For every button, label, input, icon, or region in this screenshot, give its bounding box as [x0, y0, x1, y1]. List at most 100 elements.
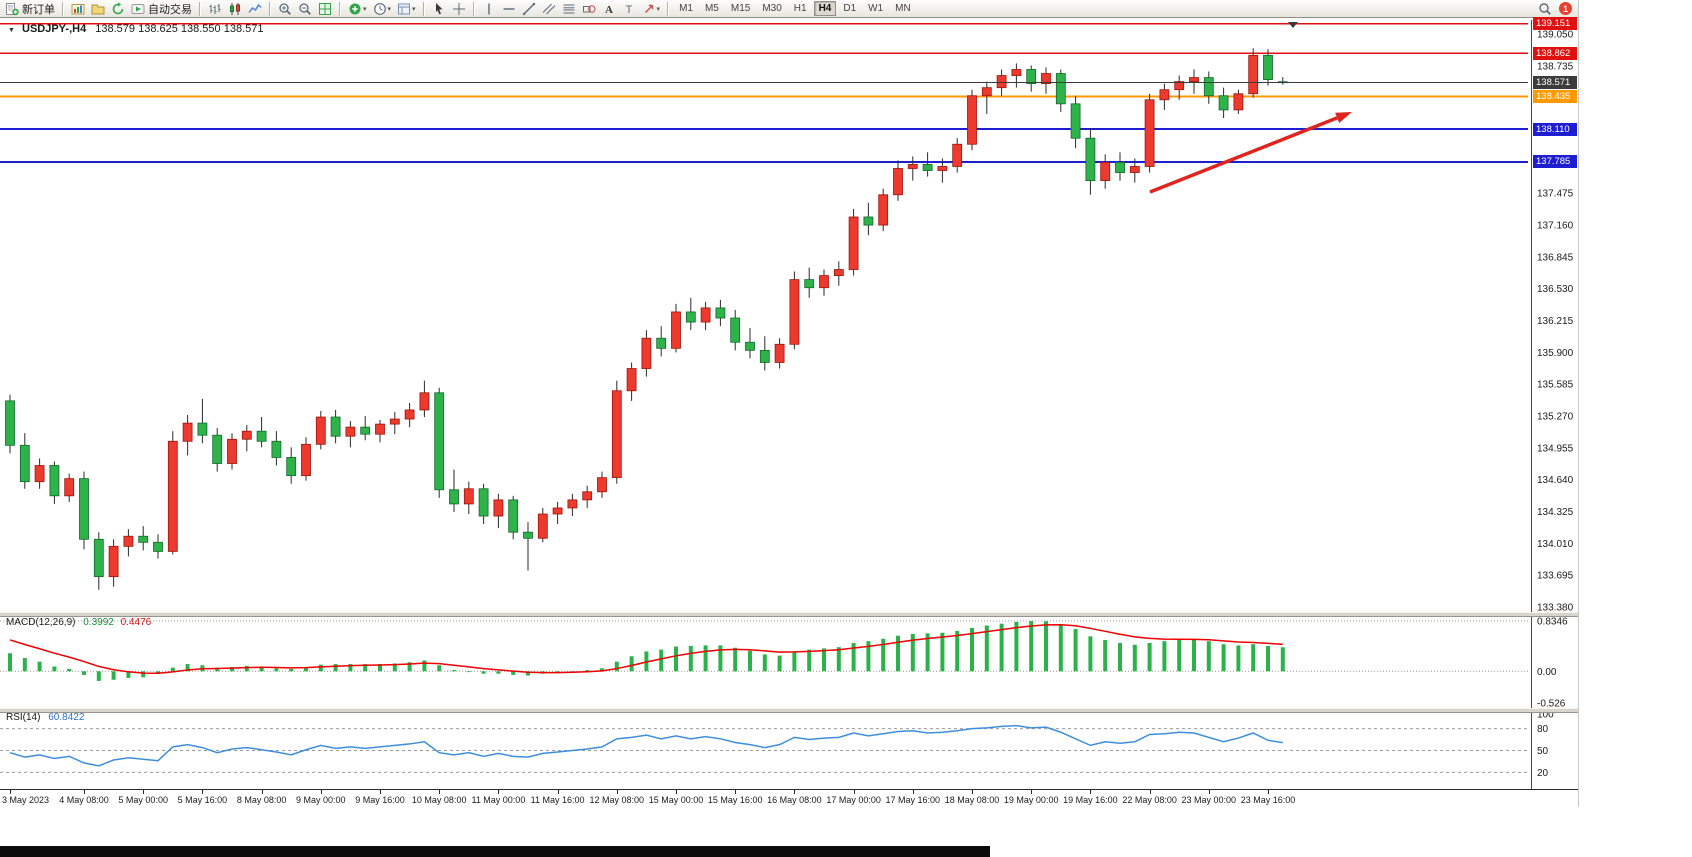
candle-body	[730, 317, 741, 343]
rsi-axis-label: 100	[1537, 711, 1554, 721]
price-tick-label: 139.050	[1537, 30, 1574, 41]
search-button[interactable]	[1536, 1, 1554, 17]
macd-bar	[230, 667, 234, 672]
macd-bar	[1088, 636, 1093, 672]
time-tick	[676, 790, 677, 794]
zoom-in-button[interactable]	[276, 1, 294, 17]
macd-bar	[807, 649, 812, 672]
shapes-button[interactable]	[580, 1, 598, 17]
timeframe-W1-button[interactable]: W1	[868, 3, 884, 14]
time-tick	[853, 790, 855, 794]
tile-windows-icon	[319, 2, 331, 15]
templates-icon	[398, 3, 411, 14]
time-tick	[84, 790, 85, 794]
macd-bar	[1073, 629, 1078, 672]
timeframe-M15-button[interactable]: M15	[730, 3, 751, 14]
time-label: 11 May 16:00	[530, 795, 585, 805]
timeframe-M1-button[interactable]: M1	[679, 3, 693, 14]
candle-body	[478, 488, 489, 517]
macd-bar	[896, 635, 900, 672]
candle-body	[715, 307, 726, 319]
trend-arrow[interactable]	[1149, 112, 1352, 194]
trendline-button[interactable]	[520, 1, 538, 17]
new-chart-icon	[71, 3, 85, 14]
macd-bar	[674, 646, 678, 672]
candle-body	[819, 275, 829, 289]
candle-body	[848, 216, 859, 270]
bar-chart-button[interactable]	[206, 1, 224, 17]
macd-bar	[614, 661, 619, 672]
candlestick-button[interactable]	[226, 1, 244, 17]
macd-bar	[111, 671, 116, 680]
candle-body	[271, 440, 282, 458]
chevron-down-icon[interactable]: ▾	[363, 5, 367, 13]
candle-body	[597, 477, 607, 493]
candle-body	[863, 216, 874, 226]
macd-bar	[955, 630, 960, 672]
label-button[interactable]: T	[620, 1, 638, 17]
timeframe-H1-button[interactable]: H1	[793, 3, 807, 14]
panel-splitter[interactable]	[0, 612, 1578, 617]
horizontal-line-button[interactable]	[500, 1, 518, 17]
channel-button[interactable]	[540, 1, 558, 17]
periods-icon	[373, 2, 386, 15]
refresh-button[interactable]	[109, 1, 127, 17]
main-chart[interactable]: 139.050138.735138.420138.105137.790137.4…	[0, 20, 1578, 612]
macd-bar	[600, 668, 604, 672]
candle-body	[537, 513, 548, 539]
time-tick	[498, 790, 500, 794]
time-label: 23 May 16:00	[1240, 795, 1296, 805]
chevron-down-icon[interactable]: ▾	[656, 5, 661, 13]
timeframe-M30-button[interactable]: M30	[762, 3, 782, 14]
macd-bar	[836, 647, 841, 672]
candle-body	[434, 392, 445, 491]
autotrade-button[interactable]: 自动交易	[129, 1, 194, 17]
rsi-panel[interactable]: 100 80 50 20	[0, 711, 1578, 789]
candle-body	[1041, 73, 1051, 85]
time-tick	[261, 790, 263, 794]
new-order-button[interactable]: 新订单	[3, 1, 57, 17]
macd-bar	[1014, 621, 1019, 672]
fibonacci-button[interactable]	[560, 1, 578, 17]
timeframe-M5-button[interactable]: M5	[704, 3, 719, 14]
timeframe-MN-button[interactable]: MN	[895, 3, 911, 14]
candle-body	[567, 499, 578, 509]
chevron-down-icon[interactable]: ▾	[412, 5, 416, 13]
timeframe-D1-button[interactable]: D1	[843, 3, 857, 14]
symbol-dropdown-icon[interactable]: ▼	[8, 27, 15, 34]
profiles-button[interactable]	[89, 1, 107, 17]
candle-body	[49, 465, 60, 497]
text-button[interactable]: A	[600, 1, 618, 17]
notification-badge[interactable]: 1	[1559, 2, 1572, 15]
time-axis: 3 May 2023 4 May 08:00 5 May 00:00 5 May 16…	[0, 789, 1578, 807]
macd-bar	[407, 662, 412, 672]
cursor-button[interactable]	[430, 1, 448, 17]
macd-bar	[481, 671, 486, 674]
candle-body	[1026, 69, 1037, 85]
templates-button[interactable]: ▾	[395, 1, 418, 17]
zoom-out-button[interactable]	[296, 1, 314, 17]
tile-windows-button[interactable]	[316, 1, 334, 17]
new-order-icon	[6, 2, 19, 15]
macd-bar	[526, 671, 530, 676]
rsi-axis-label: 20	[1537, 768, 1549, 779]
indicators-button[interactable]: ▾	[346, 1, 369, 17]
arrows-button[interactable]: ▾	[640, 1, 663, 17]
vertical-line-button[interactable]	[480, 1, 498, 17]
new-chart-button[interactable]	[69, 1, 87, 17]
periods-button[interactable]: ▾	[371, 1, 394, 17]
candle-body	[893, 168, 903, 196]
panel-splitter-2[interactable]	[0, 708, 1578, 713]
trendline-icon	[522, 2, 535, 15]
hlines-layer[interactable]	[0, 23, 1528, 163]
timeframe-H4-button[interactable]: H4	[813, 1, 837, 16]
chart-shift-marker-icon	[1288, 22, 1298, 28]
candle-body	[922, 164, 933, 171]
macd-bar	[1058, 624, 1063, 672]
crosshair-button[interactable]	[450, 1, 468, 17]
macd-name: MACD(12,26,9)	[6, 617, 76, 628]
macd-panel[interactable]: 0.8346 0.00 -0.526	[0, 615, 1578, 708]
line-chart-button[interactable]	[246, 1, 264, 17]
chevron-down-icon[interactable]: ▾	[387, 5, 392, 13]
